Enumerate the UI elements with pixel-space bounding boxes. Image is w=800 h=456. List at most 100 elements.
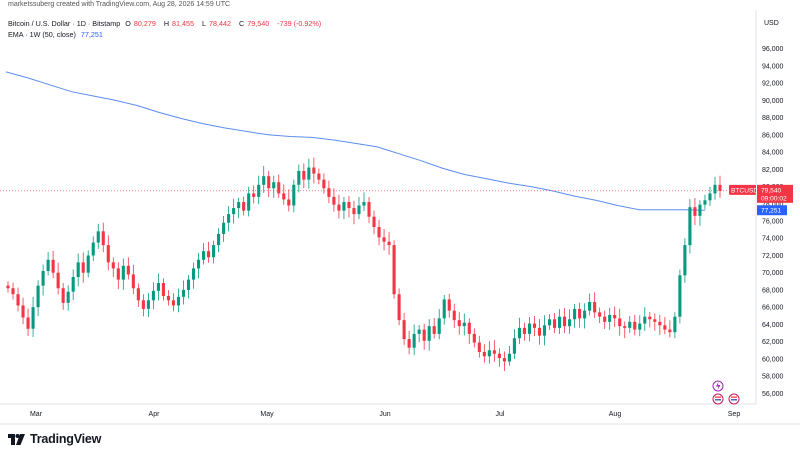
candle	[352, 208, 356, 215]
candle	[26, 317, 30, 329]
y-tick-label: 70,000	[762, 270, 784, 277]
candle	[593, 302, 597, 313]
candle	[472, 333, 476, 343]
candle	[181, 289, 186, 297]
candle	[337, 204, 341, 211]
candle	[532, 323, 537, 328]
candle	[568, 319, 572, 327]
ema-value: 77,251	[80, 30, 103, 39]
candle	[262, 176, 266, 185]
candle	[547, 319, 552, 326]
y-tick-label: 94,000	[762, 63, 784, 70]
y-tick-label: 56,000	[762, 391, 784, 398]
candle	[151, 290, 155, 301]
candle	[387, 241, 391, 246]
candle	[232, 208, 236, 215]
candle	[171, 300, 176, 306]
candle	[377, 227, 381, 238]
candle	[703, 200, 707, 205]
last-price-tag	[757, 184, 793, 203]
candle	[41, 270, 45, 286]
candle	[713, 184, 717, 194]
candle	[347, 202, 351, 209]
candle	[718, 184, 722, 191]
candle	[207, 251, 211, 258]
candle	[46, 259, 50, 271]
flag-stripe	[731, 399, 737, 401]
candle	[517, 327, 521, 339]
candle	[302, 171, 306, 180]
candle	[282, 193, 286, 200]
y-tick-label: 82,000	[762, 167, 784, 174]
open-value: O 80,279	[125, 19, 156, 28]
candle	[307, 167, 311, 180]
flag-stripe	[715, 399, 721, 401]
candle	[121, 265, 125, 280]
candle	[186, 279, 191, 290]
tradingview-logo[interactable]: TradingView	[8, 432, 101, 446]
y-tick-label: 92,000	[762, 81, 784, 88]
candle	[673, 316, 677, 333]
candle	[603, 316, 607, 322]
candle	[106, 245, 110, 263]
candle	[267, 176, 271, 189]
y-tick-label: 72,000	[762, 253, 784, 260]
candle	[61, 288, 65, 303]
candle	[342, 202, 346, 211]
candle	[422, 329, 426, 341]
ema-tag-value: 77,251	[761, 208, 782, 215]
candle	[442, 299, 446, 319]
candle	[81, 262, 85, 273]
candle	[653, 319, 657, 322]
candle	[327, 188, 331, 197]
candle	[201, 251, 206, 260]
candle	[51, 259, 55, 273]
candle	[247, 193, 251, 211]
y-tick-label: 68,000	[762, 287, 784, 294]
x-tick-label: Sep	[728, 411, 741, 418]
ema-legend: EMA · 1W (50, close) 77,251	[8, 30, 106, 39]
candle	[277, 182, 281, 194]
candle	[16, 294, 20, 306]
candle	[502, 358, 506, 362]
candle	[563, 316, 567, 327]
candle	[507, 353, 511, 362]
candle	[482, 352, 486, 357]
candle	[683, 245, 687, 276]
y-tick-label: 84,000	[762, 150, 784, 157]
candle	[101, 231, 105, 246]
candle	[66, 291, 70, 303]
candle	[76, 262, 80, 278]
candle	[537, 327, 542, 336]
candle	[447, 299, 451, 311]
candle	[272, 182, 276, 189]
candle	[522, 327, 527, 334]
us-flag-event-icon	[728, 393, 740, 405]
candle	[91, 242, 95, 256]
symbol-name: Bitcoin / U.S. Dollar · 1D · Bitstamp	[8, 19, 121, 28]
flag-stripe	[731, 396, 737, 398]
candle	[116, 268, 120, 280]
candle	[688, 207, 692, 246]
candle	[217, 233, 221, 246]
candle	[297, 171, 301, 185]
candle	[212, 245, 216, 258]
candle	[552, 319, 557, 328]
ema-tag	[757, 205, 787, 216]
currency-label: USD	[764, 20, 779, 27]
candle	[126, 265, 130, 275]
candle	[618, 318, 622, 327]
flag-stripe	[715, 396, 721, 398]
candle	[573, 308, 577, 320]
ema-line	[5, 71, 706, 211]
candle	[237, 202, 241, 209]
candle	[292, 184, 296, 206]
ema-label: EMA · 1W (50, close)	[8, 30, 76, 39]
x-tick-label: Jun	[379, 411, 390, 418]
candle	[492, 350, 496, 354]
candle	[156, 283, 160, 291]
candle	[111, 262, 115, 269]
y-tick-label: 62,000	[762, 339, 784, 346]
